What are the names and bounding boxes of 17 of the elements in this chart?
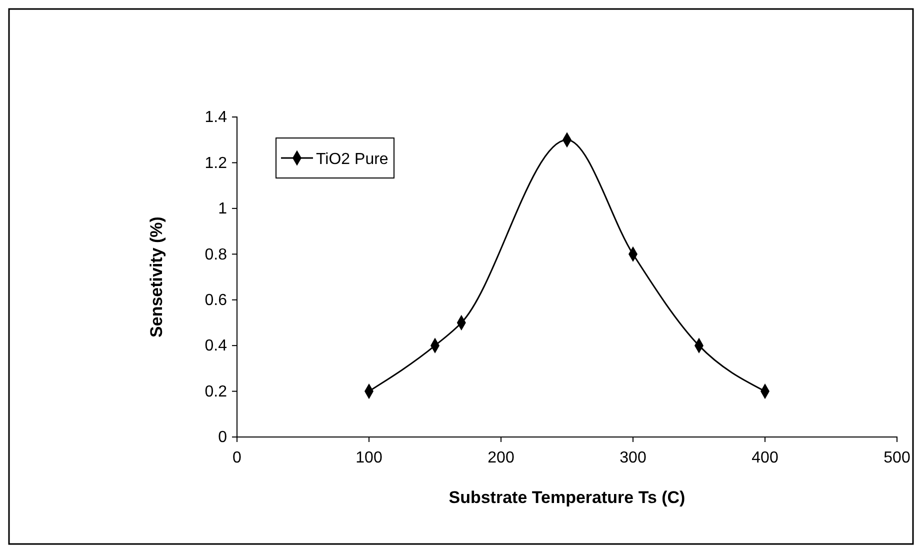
x-tick-label: 400: [752, 449, 778, 466]
y-tick-label: 0.2: [204, 383, 228, 400]
x-tick-label: 500: [884, 449, 910, 466]
legend-label: TiO2 Pure: [316, 151, 388, 168]
x-tick-label: 0: [232, 449, 242, 466]
y-tick-label: 0.4: [204, 338, 228, 355]
x-tick-label: 200: [488, 449, 514, 466]
y-tick-label: 0.6: [204, 292, 228, 309]
y-axis-title: Sensetivity (%): [147, 216, 166, 338]
y-tick-label: 0.8: [204, 246, 228, 264]
y-tick-label: 1.2: [204, 154, 228, 172]
y-tick-label: 1.4: [204, 109, 228, 126]
y-tick-label: 0: [218, 429, 228, 446]
x-axis-title: Substrate Temperature Ts (C): [448, 488, 686, 507]
y-tick-label: 1: [218, 200, 228, 218]
x-tick-label: 100: [356, 449, 382, 466]
x-tick-label: 300: [620, 449, 646, 466]
